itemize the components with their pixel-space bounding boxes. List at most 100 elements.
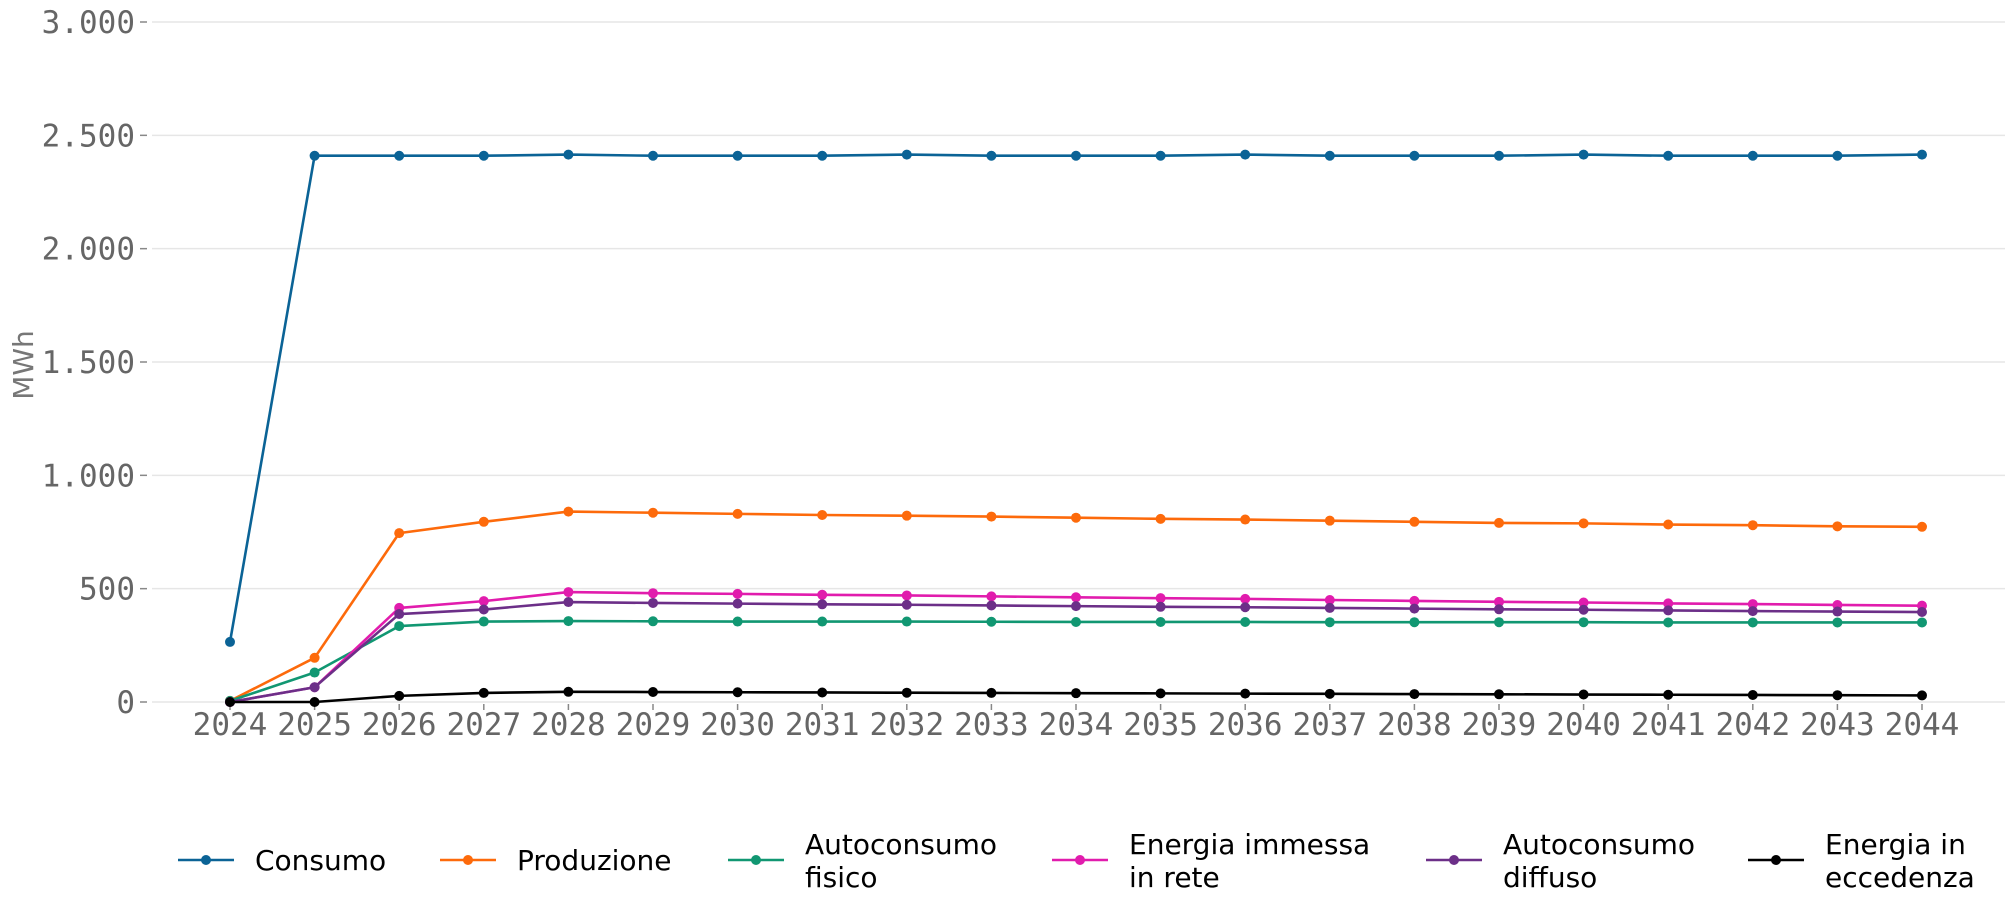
data-point: [648, 150, 658, 161]
y-tick-label: 0: [116, 685, 135, 721]
legend-label: diffuso: [1503, 861, 1597, 894]
data-point: [1747, 606, 1758, 617]
x-tick-label: 2030: [700, 707, 775, 743]
data-point: [1578, 518, 1589, 529]
x-tick-label: 2039: [1462, 707, 1537, 743]
data-point: [1071, 688, 1081, 699]
data-point: [1324, 150, 1335, 161]
data-point: [394, 528, 405, 539]
x-tick-label: 2024: [193, 707, 268, 743]
data-point: [817, 616, 828, 627]
data-point: [648, 588, 658, 599]
data-point: [648, 597, 658, 608]
legend-marker: [1449, 855, 1459, 865]
data-point: [1832, 690, 1843, 701]
data-point: [986, 600, 997, 611]
data-point: [1155, 616, 1166, 627]
data-point: [1409, 689, 1420, 700]
data-point: [309, 697, 320, 707]
x-tick-label: 2041: [1631, 707, 1706, 743]
data-point: [732, 150, 743, 161]
legend-label: Produzione: [517, 844, 672, 877]
data-point: [817, 599, 828, 610]
y-tick-label: 1.500: [42, 345, 135, 381]
data-point: [901, 590, 912, 601]
data-point: [817, 589, 828, 600]
y-tick-label: 2.500: [42, 118, 135, 154]
data-point: [1324, 595, 1335, 605]
data-point: [1917, 521, 1927, 532]
data-point: [732, 598, 743, 609]
data-point: [1240, 602, 1251, 613]
data-point: [817, 150, 828, 161]
data-point: [1494, 604, 1504, 615]
data-point: [1155, 150, 1166, 161]
data-point: [563, 506, 574, 517]
legend-item: Consumo: [178, 844, 386, 877]
data-point: [563, 686, 574, 697]
data-point: [478, 687, 489, 698]
y-tick-label: 500: [79, 572, 135, 608]
data-point: [1747, 599, 1758, 610]
data-point: [1832, 150, 1843, 161]
x-tick-label: 2032: [869, 707, 944, 743]
data-point: [1747, 520, 1758, 531]
data-point: [309, 682, 320, 693]
data-point: [1578, 617, 1589, 628]
data-point: [732, 588, 743, 599]
data-point: [986, 591, 997, 602]
data-point: [1663, 617, 1674, 628]
data-point: [1240, 593, 1251, 604]
data-point: [901, 149, 912, 160]
data-point: [1071, 616, 1081, 627]
y-axis-label: MWh: [7, 330, 40, 400]
data-point: [1663, 519, 1674, 530]
series-group: [225, 149, 1927, 647]
series-group: [225, 616, 1927, 706]
legend-label: Autoconsumo: [1503, 828, 1695, 861]
data-point: [394, 621, 405, 632]
data-point: [1240, 149, 1251, 160]
x-axis-ticks: 2024 2025 2026 2027 2028 2029 2030 2031 2032 2033…: [193, 704, 1959, 743]
data-point: [309, 667, 320, 678]
data-point: [901, 616, 912, 627]
data-point: [1324, 617, 1335, 628]
legend-marker: [751, 855, 761, 865]
data-point: [1071, 512, 1081, 523]
data-point: [478, 516, 489, 527]
y-tick-label: 2.000: [42, 232, 135, 268]
data-point: [1578, 597, 1589, 608]
data-point: [1071, 150, 1081, 161]
data-point: [1409, 516, 1420, 527]
data-point: [901, 599, 912, 610]
legend-item: Produzione: [440, 844, 672, 877]
legend-label: Energia immessa: [1129, 828, 1370, 861]
x-tick-label: 2037: [1292, 707, 1367, 743]
data-point: [394, 690, 405, 701]
y-tick-label: 3.000: [42, 5, 135, 41]
data-point: [817, 687, 828, 698]
data-point: [1917, 149, 1927, 160]
data-point: [1240, 616, 1251, 627]
series-group: [225, 506, 1927, 706]
data-point: [225, 636, 235, 647]
data-point: [986, 150, 997, 161]
x-tick-label: 2027: [446, 707, 521, 743]
data-point: [478, 604, 489, 615]
legend-marker: [463, 855, 473, 865]
data-point: [1917, 690, 1927, 701]
data-point: [1747, 150, 1758, 161]
data-point: [1832, 521, 1843, 532]
data-point: [563, 616, 574, 627]
x-tick-label: 2036: [1208, 707, 1283, 743]
data-point: [648, 687, 658, 698]
data-point: [901, 510, 912, 521]
data-point: [1494, 150, 1504, 161]
data-point: [1578, 149, 1589, 160]
legend-label: in rete: [1129, 861, 1220, 894]
